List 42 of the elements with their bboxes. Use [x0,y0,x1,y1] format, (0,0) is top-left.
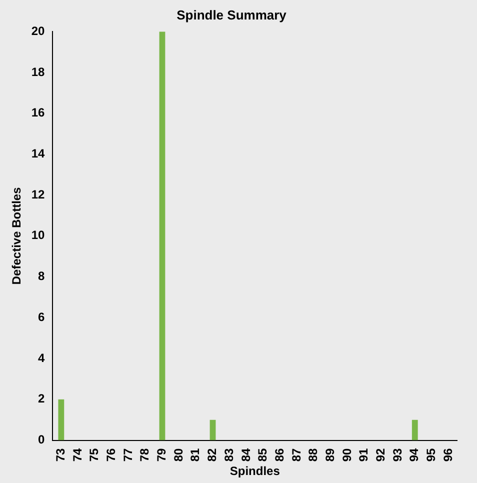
y-tick-label: 6 [38,310,46,324]
x-tick-label: 90 [340,448,354,462]
y-axis-title: Defective Bottles [10,186,24,285]
y-tick-label: 10 [31,228,46,242]
x-tick-label: 83 [222,448,236,462]
x-tick-label: 85 [256,448,270,462]
x-tick-label: 93 [390,448,404,462]
x-tick-label: 74 [70,448,84,462]
x-tick-label: 89 [322,448,337,462]
y-tick-label: 2 [38,392,46,406]
x-tick-label: 76 [104,448,118,462]
y-tick-label: 18 [31,64,46,79]
x-tick-label: 91 [356,448,371,462]
x-tick-label: 80 [171,448,186,462]
x-tick-label: 79 [154,448,169,462]
chart-title: Spindle Summary [176,7,288,22]
x-tick-label: 86 [272,448,286,462]
x-tick-label: 77 [120,448,135,462]
bar [58,399,64,440]
y-tick-label: 12 [31,187,46,202]
y-tick-label: 14 [31,146,46,161]
x-tick-label: 87 [289,448,304,462]
y-tick-label: 8 [38,269,46,284]
bar [210,420,216,440]
x-tick-label: 75 [87,448,102,462]
y-tick-label: 4 [38,350,46,365]
y-tick-label: 16 [31,106,46,120]
x-tick-label: 73 [53,448,68,462]
x-tick-label: 96 [440,448,455,462]
x-tick-label: 78 [138,448,152,462]
x-tick-label: 88 [306,448,320,462]
y-tick-label: 20 [31,24,46,38]
x-tick-label: 95 [424,448,438,462]
y-tick-label: 0 [38,432,46,447]
x-tick-label: 81 [188,448,202,462]
x-tick-label: 94 [407,448,422,462]
x-tick-label: 84 [238,448,253,462]
bar [412,420,418,440]
x-axis-title: Spindles [230,464,280,478]
x-tick-label: 92 [374,448,388,462]
bar [159,32,166,440]
x-tick-label: 82 [205,448,220,462]
